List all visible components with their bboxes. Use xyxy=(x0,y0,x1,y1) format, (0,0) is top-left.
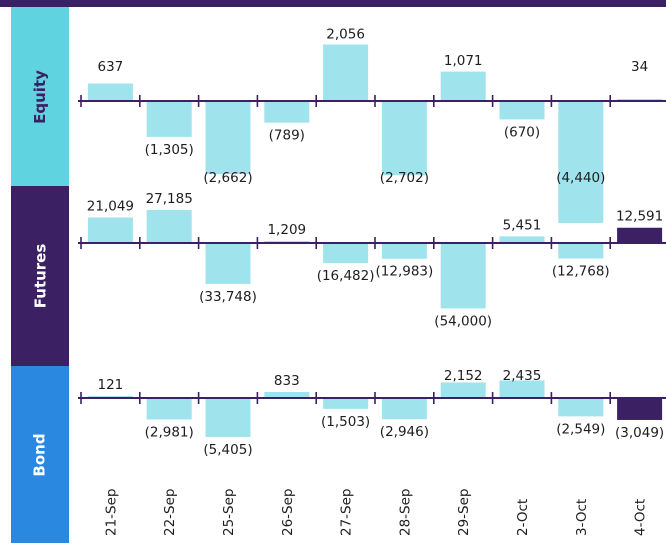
futures-value-label-25-Sep: (33,748) xyxy=(199,289,257,305)
bond-bar-3-Oct xyxy=(558,398,604,417)
equity-bar-26-Sep xyxy=(264,101,310,123)
equity-panel-label: Equity xyxy=(11,7,69,186)
x-tick-label-29-Sep: 29-Sep xyxy=(456,489,472,537)
futures-value-label-4-Oct: 12,591 xyxy=(616,209,663,225)
equity-bar-21-Sep xyxy=(87,83,133,101)
equity-bar-27-Sep xyxy=(323,44,369,101)
equity-value-label-3-Oct: (4,440) xyxy=(556,170,605,186)
bond-bar-22-Sep xyxy=(146,398,192,420)
bond-bar-27-Sep xyxy=(323,398,369,409)
futures-value-label-26-Sep: 1,209 xyxy=(267,222,306,238)
bond-bar-4-Oct xyxy=(617,398,663,420)
futures-value-label-2-Oct: 5,451 xyxy=(503,217,542,233)
equity-bar-29-Sep xyxy=(440,71,486,101)
equity-value-label-29-Sep: 1,071 xyxy=(444,53,483,69)
equity-value-label-22-Sep: (1,305) xyxy=(145,142,194,158)
x-tick-label-27-Sep: 27-Sep xyxy=(339,489,355,537)
bond-value-label-28-Sep: (2,946) xyxy=(380,424,429,440)
x-tick-label-28-Sep: 28-Sep xyxy=(397,489,413,537)
futures-bar-28-Sep xyxy=(381,243,427,259)
bond-value-label-25-Sep: (5,405) xyxy=(203,442,252,458)
x-tick-label-22-Sep: 22-Sep xyxy=(162,489,178,537)
bond-value-label-29-Sep: 2,152 xyxy=(444,368,483,384)
x-tick-label-4-Oct: 4-Oct xyxy=(633,499,649,536)
bond-value-label-22-Sep: (2,981) xyxy=(145,424,194,440)
futures-bar-25-Sep xyxy=(205,243,251,284)
bond-bar-26-Sep xyxy=(264,392,310,398)
futures-panel-label: Futures xyxy=(11,186,69,366)
x-tick-label-21-Sep: 21-Sep xyxy=(103,489,119,537)
futures-value-label-28-Sep: (12,983) xyxy=(376,264,434,280)
x-tick-label-2-Oct: 2-Oct xyxy=(515,499,531,536)
x-tick-label-3-Oct: 3-Oct xyxy=(574,499,590,536)
x-tick-label-25-Sep: 25-Sep xyxy=(221,489,237,537)
equity-bar-22-Sep xyxy=(146,101,192,137)
futures-bar-29-Sep xyxy=(440,243,486,309)
equity-value-label-28-Sep: (2,702) xyxy=(380,170,429,186)
bond-bar-25-Sep xyxy=(205,398,251,437)
bond-value-label-4-Oct: (3,049) xyxy=(615,425,664,441)
x-tick-label-26-Sep: 26-Sep xyxy=(280,489,296,537)
bond-bar-29-Sep xyxy=(440,382,486,398)
equity-value-label-2-Oct: (670) xyxy=(504,124,540,140)
futures-bar-22-Sep xyxy=(146,210,192,243)
futures-bar-27-Sep xyxy=(323,243,369,263)
futures-bar-21-Sep xyxy=(87,217,133,243)
futures-bar-3-Oct xyxy=(558,243,604,259)
bond-value-label-3-Oct: (2,549) xyxy=(556,421,605,437)
futures-value-label-27-Sep: (16,482) xyxy=(317,268,375,284)
equity-value-label-26-Sep: (789) xyxy=(269,128,305,144)
futures-value-label-22-Sep: 27,185 xyxy=(146,191,193,207)
equity-bar-2-Oct xyxy=(499,101,545,120)
equity-bar-25-Sep xyxy=(205,101,251,175)
futures-bar-2-Oct xyxy=(499,236,545,243)
bond-bar-2-Oct xyxy=(499,380,545,398)
bond-value-label-27-Sep: (1,503) xyxy=(321,414,370,430)
futures-value-label-21-Sep: 21,049 xyxy=(87,199,134,215)
bond-panel-label: Bond xyxy=(11,366,69,543)
top-bar xyxy=(0,0,666,7)
futures-bar-4-Oct xyxy=(617,227,663,243)
bond-bar-28-Sep xyxy=(381,398,427,420)
equity-value-label-4-Oct: 34 xyxy=(631,59,648,75)
bond-value-label-2-Oct: 2,435 xyxy=(503,368,542,384)
bond-value-label-26-Sep: 833 xyxy=(274,373,300,389)
futures-value-label-29-Sep: (54,000) xyxy=(434,313,492,329)
equity-value-label-21-Sep: 637 xyxy=(98,59,124,75)
futures-value-label-3-Oct: (12,768) xyxy=(552,263,610,279)
equity-value-label-25-Sep: (2,662) xyxy=(203,170,252,186)
equity-bar-3-Oct xyxy=(558,101,604,223)
equity-value-label-27-Sep: 2,056 xyxy=(326,27,365,43)
equity-bar-28-Sep xyxy=(381,101,427,176)
bond-value-label-21-Sep: 121 xyxy=(98,377,124,393)
